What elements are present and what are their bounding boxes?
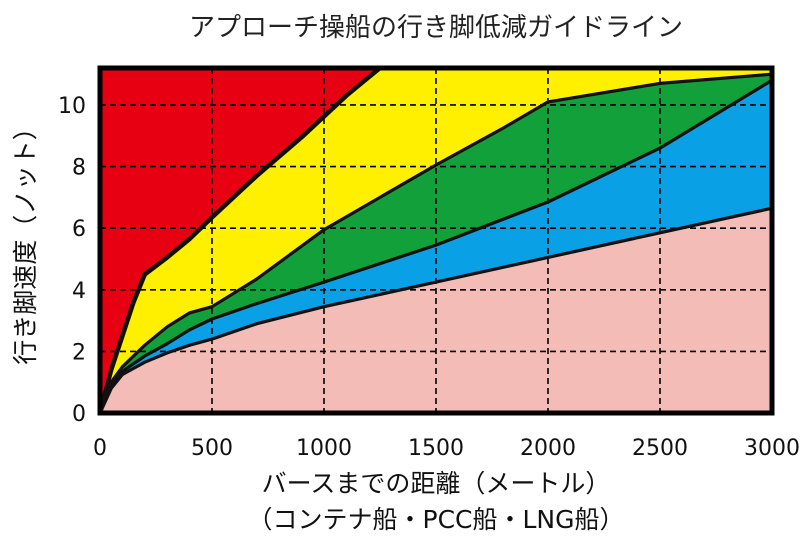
y-tick-label-4: 8 (72, 156, 86, 181)
y-axis-label: 行き脚速度（ノット） (11, 115, 40, 365)
x-tick-label-1: 500 (191, 436, 233, 461)
y-tick-label-1: 2 (72, 340, 86, 365)
y-axis-ticks: 0 2 4 6 8 10 (58, 94, 86, 427)
boundary-lines (100, 68, 772, 413)
x-axis-sublabel: （コンテナ船・PCC船・LNG船） (248, 505, 625, 534)
x-axis-label: バースまでの距離（メートル） (262, 469, 611, 498)
y-tick-label-2: 4 (72, 279, 86, 304)
plot-frame (97, 65, 775, 416)
x-axis-ticks: 0 500 1000 1500 2000 2500 3000 (93, 436, 800, 461)
x-tick-label-4: 2000 (520, 436, 576, 461)
x-tick-label-6: 3000 (744, 436, 800, 461)
x-tick-label-3: 1500 (408, 436, 464, 461)
chart-title: アプローチ操船の行き脚低減ガイドライン (189, 13, 683, 43)
y-tick-label-3: 6 (72, 217, 86, 242)
y-tick-label-0: 0 (72, 402, 86, 427)
boundary-green-yellow (100, 72, 772, 413)
x-tick-label-5: 2500 (632, 436, 688, 461)
x-tick-label-2: 1000 (296, 436, 352, 461)
boundary-blue-green (100, 78, 772, 413)
y-tick-label-5: 10 (58, 94, 86, 119)
x-tick-label-0: 0 (93, 436, 107, 461)
boundary-yellow-red (100, 68, 383, 413)
boundary-pink-blue (100, 206, 772, 413)
